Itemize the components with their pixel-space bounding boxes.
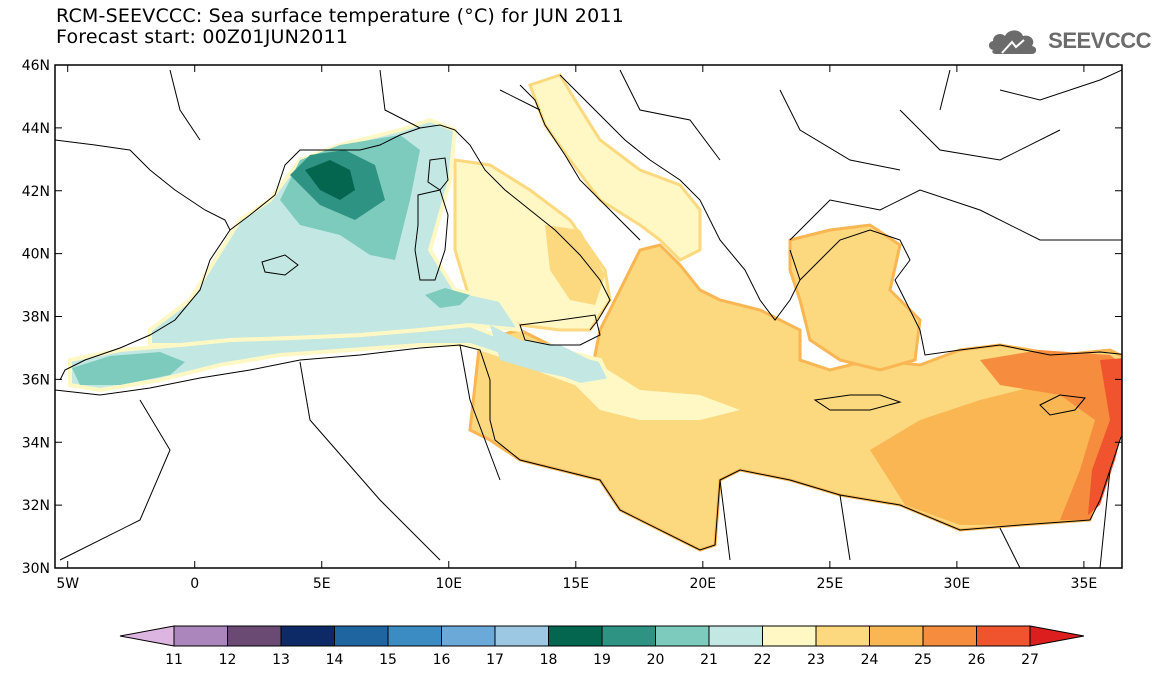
sst-tyrrhenian-warm	[545, 225, 605, 305]
coast-france	[229, 124, 456, 231]
colorbar-label: 18	[540, 652, 558, 668]
title-line-1: RCM-SEEVCCC: Sea surface temperature (°C…	[56, 5, 624, 27]
sst-levant-coast	[1088, 358, 1122, 515]
colorbar-label: 14	[326, 652, 344, 668]
lat-tick-label: 40N	[22, 247, 50, 263]
colorbar-segment	[762, 625, 817, 647]
axis-ticks: 5W 0 5E 10E 15E 20E 25E 30E 35E 30N 32N 34N 36N 38N 40…	[22, 58, 1122, 592]
colorbar-segment	[815, 625, 870, 647]
sst-aegean	[788, 223, 922, 372]
sst-levantine-hot	[980, 350, 1122, 520]
colorbar-label: 26	[968, 652, 986, 668]
lat-tick-label: 30N	[22, 561, 50, 577]
colorbar-label: 21	[700, 652, 718, 668]
colorbar-segment	[387, 625, 442, 647]
lon-tick-label: 5W	[56, 576, 79, 592]
colorbar-label: 19	[593, 652, 611, 668]
lon-tick-label: 25E	[817, 576, 844, 592]
colorbar-label: 16	[433, 652, 451, 668]
colorbar-segment	[922, 625, 977, 647]
coast-greece-turkey	[799, 229, 1122, 356]
coast-mallorca	[261, 254, 299, 276]
colorbar-segment	[494, 625, 549, 647]
coastlines	[55, 69, 1122, 568]
colorbar-segment	[869, 625, 924, 647]
lat-tick-label: 34N	[22, 435, 50, 451]
colorbar-segment	[655, 625, 710, 647]
coast-sicily	[519, 314, 601, 346]
colorbar-label: 12	[219, 652, 237, 668]
cloud-icon	[989, 30, 1037, 54]
coast-cyprus	[1039, 394, 1086, 416]
lat-tick-label: 38N	[22, 310, 50, 326]
coast-crete	[813, 394, 902, 411]
sst-levantine-warm	[870, 375, 1122, 525]
colorbar-label: 23	[807, 652, 825, 668]
seevccc-logo: SEEVCCC	[986, 26, 1151, 56]
colorbar-low-arrow	[119, 625, 175, 647]
lon-tick-label: 0	[190, 576, 199, 592]
colorbar: 11 12 13 14 15 16 17 18 19 20 21 22 23 24 25 26 27	[119, 625, 1085, 668]
sea-fields	[68, 73, 1122, 552]
coast-corsica	[427, 157, 449, 191]
colorbar-label: 20	[647, 652, 665, 668]
colorbar-segment	[227, 625, 282, 647]
lat-tick-label: 46N	[22, 58, 50, 74]
colorbar-segment	[441, 625, 496, 647]
colorbar-label: 17	[486, 652, 504, 668]
coast-europe-west	[55, 139, 231, 381]
coast-sardinia	[414, 189, 449, 281]
map-title: RCM-SEEVCCC: Sea surface temperature (°C…	[56, 6, 624, 48]
lon-tick-label: 5E	[313, 576, 331, 592]
borders-africa	[59, 344, 1111, 568]
colorbar-label: 24	[861, 652, 879, 668]
colorbar-segment	[334, 625, 389, 647]
colorbar-label: 15	[379, 652, 397, 668]
lat-tick-label: 42N	[22, 184, 50, 200]
colorbar-label: 25	[914, 652, 932, 668]
lon-tick-label: 15E	[562, 576, 589, 592]
coast-levant	[1089, 433, 1122, 521]
colorbar-segment	[976, 625, 1031, 647]
sst-sicily-channel	[425, 288, 470, 308]
logo-text: SEEVCCC	[1048, 28, 1151, 53]
lat-tick-label: 32N	[22, 498, 50, 514]
lon-tick-label: 30E	[944, 576, 971, 592]
sst-alboran	[72, 352, 185, 385]
colorbar-segment	[601, 625, 656, 647]
colorbar-label: 13	[272, 652, 290, 668]
colorbar-segment	[280, 625, 335, 647]
sst-ionian-cool	[560, 350, 740, 420]
title-line-2: Forecast start: 00Z01JUN2011	[56, 26, 349, 48]
lat-tick-label: 44N	[22, 121, 50, 137]
lat-tick-label: 36N	[22, 372, 50, 388]
colorbar-segment	[548, 625, 603, 647]
lon-tick-label: 20E	[689, 576, 716, 592]
colorbar-label: 22	[754, 652, 772, 668]
coast-africa	[55, 344, 1091, 551]
colorbar-high-arrow	[1029, 625, 1085, 647]
borders-europe	[169, 69, 1122, 241]
sst-adriatic	[528, 73, 702, 262]
coast-balkans	[559, 74, 801, 321]
sst-gulf-lion-coldest	[305, 160, 355, 200]
colorbar-segment	[708, 625, 763, 647]
colorbar-label: 27	[1021, 652, 1039, 668]
lon-tick-label: 10E	[435, 576, 462, 592]
colorbar-label: 11	[165, 652, 183, 668]
coast-italy-east	[519, 84, 641, 241]
colorbar-segment	[173, 625, 228, 647]
sst-west-south-band	[490, 325, 600, 380]
coast-italy-west	[454, 129, 611, 331]
lon-tick-label: 35E	[1071, 576, 1098, 592]
